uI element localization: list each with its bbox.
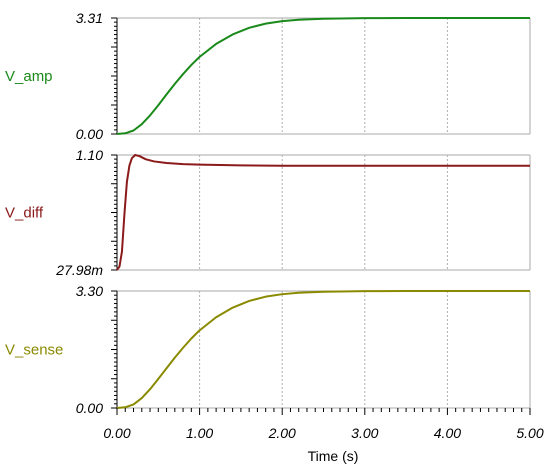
y-tick-label: 3.30 xyxy=(76,283,103,299)
y-tick-label: 0.00 xyxy=(76,126,103,142)
y-axis-label: V_sense xyxy=(5,342,63,359)
series-line xyxy=(116,290,530,409)
x-tick-label: 1.00 xyxy=(186,425,213,441)
panel-v-diff: 27.98m 1.10 V_diff xyxy=(5,147,531,278)
y-tick-label: 3.31 xyxy=(76,10,103,26)
y-tick-label: 0.00 xyxy=(76,400,103,416)
x-axis: 0.00 1.00 2.00 3.00 4.00 5.00 xyxy=(103,408,544,441)
y-axis-label: V_amp xyxy=(5,68,53,85)
panel-v-sense: 0.00 3.30 V_sense xyxy=(5,283,531,416)
series-line xyxy=(116,17,530,135)
y-tick-label: 1.10 xyxy=(76,147,103,163)
x-tick-label: 4.00 xyxy=(434,425,461,441)
series-line xyxy=(116,154,530,271)
x-tick-label: 2.00 xyxy=(268,425,296,441)
panel-v-amp: 0.00 3.31 V_amp xyxy=(5,10,531,142)
y-axis-label: V_diff xyxy=(5,205,44,222)
x-axis-label: Time (s) xyxy=(308,448,359,464)
x-tick-label: 3.00 xyxy=(351,425,378,441)
x-tick-label: 0.00 xyxy=(103,425,130,441)
y-tick-label: 27.98m xyxy=(55,262,103,278)
x-tick-label: 5.00 xyxy=(516,425,543,441)
